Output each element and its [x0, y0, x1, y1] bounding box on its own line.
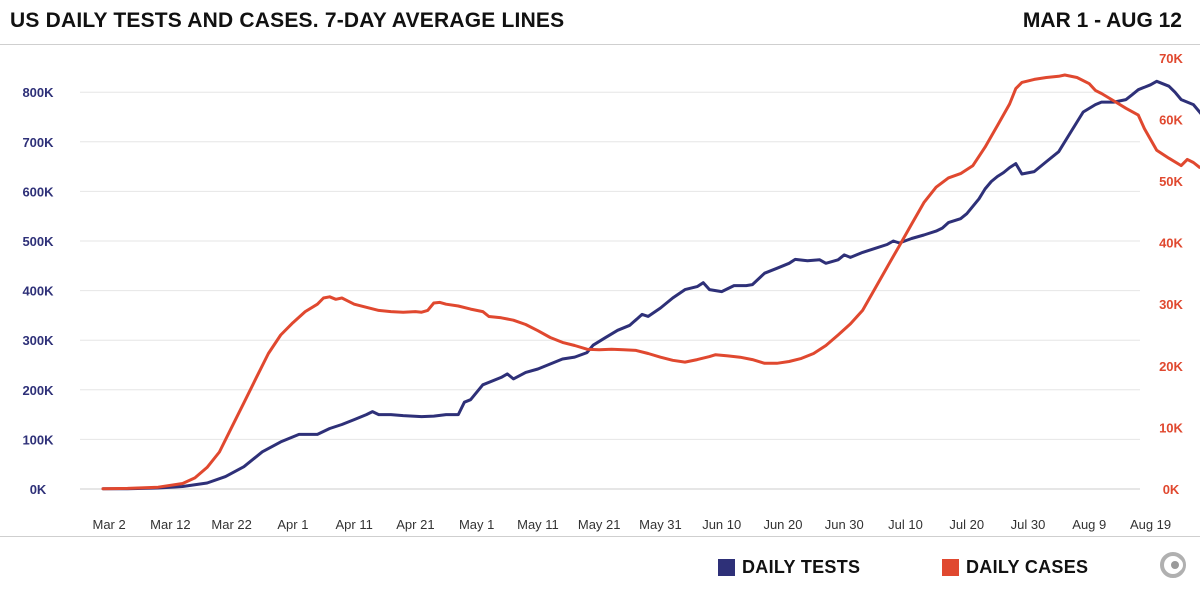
y-left-tick-label: 100K — [22, 432, 54, 447]
legend-swatch-tests — [718, 558, 735, 576]
y-left-tick-label: 200K — [22, 383, 54, 398]
x-tick-label: Mar 22 — [211, 517, 251, 532]
series-line-daily-cases — [101, 73, 1200, 491]
y-right-tick-label: 60K — [1159, 112, 1183, 127]
y-left-tick-label: 700K — [22, 135, 54, 150]
x-tick-label: Aug 9 — [1072, 517, 1106, 532]
x-tick-label: May 21 — [578, 517, 621, 532]
x-tick-label: Jun 30 — [825, 517, 864, 532]
y-right-tick-label: 20K — [1159, 359, 1183, 374]
line-chart: 0K 100K 200K 300K 400K 500K 600K 700K 800K 0K 10K 2… — [22, 51, 1200, 532]
chart-title: US DAILY TESTS AND CASES. 7-DAY AVERAGE … — [10, 9, 565, 32]
y-left-tick-label: 500K — [22, 234, 54, 249]
x-tick-label: Mar 12 — [150, 517, 190, 532]
x-tick-label: Jul 30 — [1011, 517, 1046, 532]
y-right-tick-label: 0K — [1163, 482, 1180, 497]
legend-label-tests: DAILY TESTS — [742, 556, 861, 577]
y-right-tick-label: 10K — [1159, 420, 1183, 435]
x-tick-label: May 31 — [639, 517, 682, 532]
y-left-tick-label: 800K — [22, 85, 54, 100]
date-range-label: MAR 1 - AUG 12 — [1022, 9, 1182, 32]
x-tick-label: Jul 10 — [888, 517, 923, 532]
y-right-tick-label: 50K — [1159, 174, 1183, 189]
circular-brand-logo-icon — [1160, 552, 1186, 578]
chart-header: US DAILY TESTS AND CASES. 7-DAY AVERAGE … — [0, 0, 1200, 45]
x-tick-label: May 1 — [459, 517, 494, 532]
y-left-tick-label: 300K — [22, 333, 54, 348]
legend-label-cases: DAILY CASES — [966, 556, 1089, 577]
x-tick-label: Aug 19 — [1130, 517, 1171, 532]
y-left-tick-label: 600K — [22, 184, 54, 199]
y-right-tick-label: 40K — [1159, 236, 1183, 251]
x-tick-label: Jun 10 — [702, 517, 741, 532]
y-right-tick-label: 30K — [1159, 297, 1183, 312]
legend-item-daily-tests: DAILY TESTS — [718, 556, 860, 578]
series-line-daily-tests — [101, 79, 1200, 491]
x-tick-label: Jun 20 — [763, 517, 802, 532]
y-right-tick-label: 70K — [1159, 51, 1183, 66]
x-tick-label: Apr 1 — [277, 517, 308, 532]
footer-divider — [0, 536, 1200, 537]
legend-swatch-cases — [942, 558, 959, 576]
legend-item-daily-cases: DAILY CASES — [942, 556, 1088, 578]
x-tick-label: Mar 2 — [93, 517, 126, 532]
x-tick-label: May 11 — [517, 517, 559, 532]
x-tick-label: Jul 20 — [949, 517, 984, 532]
y-left-tick-label: 0K — [30, 482, 47, 497]
x-tick-label: Apr 11 — [335, 517, 372, 532]
x-tick-label: Apr 21 — [396, 517, 434, 532]
y-left-tick-label: 400K — [22, 284, 54, 299]
